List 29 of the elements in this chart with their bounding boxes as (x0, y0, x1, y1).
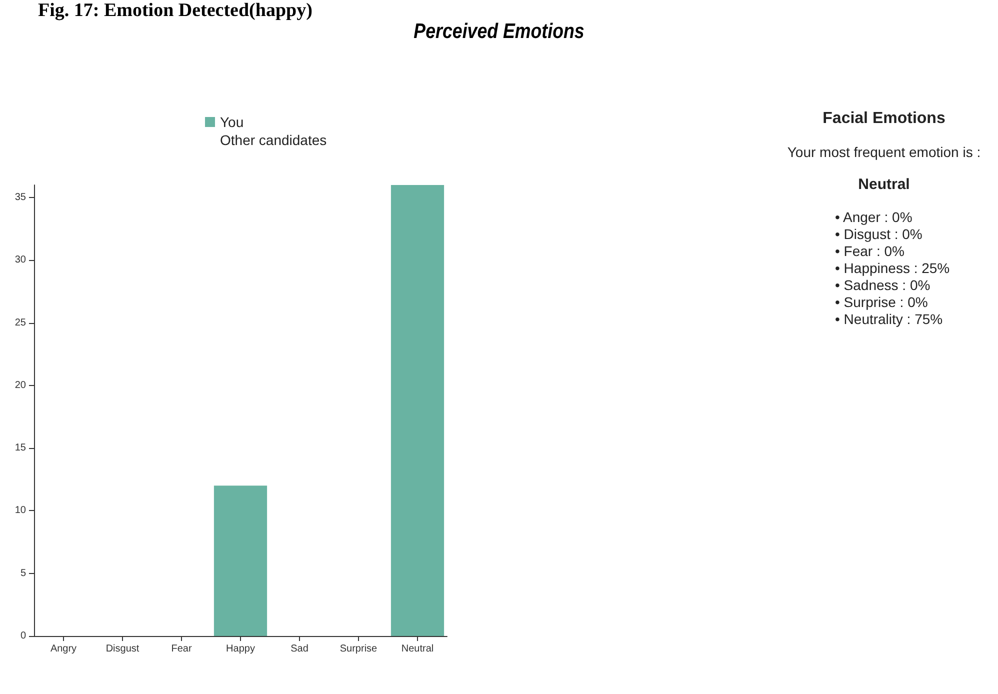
text: • Surprise : 0% (835, 294, 929, 311)
x-tick-label: Angry (50, 644, 77, 654)
x-tick-label: Surprise (340, 644, 378, 654)
x-tick-label: Fear (171, 644, 192, 654)
x-tick-label: Neutral (401, 644, 434, 654)
y-tick-label: 20 (14, 380, 26, 391)
y-tick-label: 25 (14, 317, 26, 328)
text: Perceived Emotions (412, 20, 586, 44)
y-tick-label: 30 (14, 254, 26, 266)
y-tick-label: 35 (14, 192, 26, 204)
text: Other candidates (220, 132, 327, 148)
text: • Disgust : 0% (835, 226, 924, 243)
text: • Anger : 0% (835, 209, 914, 226)
text: Neutral (857, 176, 911, 193)
text: • Fear : 0% (835, 243, 906, 260)
legend-label: You (220, 114, 244, 130)
x-tick-label: Sad (290, 644, 308, 654)
text: • Happiness : 25% (835, 260, 951, 277)
x-tick-label: Disgust (106, 644, 140, 654)
caption: Fig. 17: Emotion Detected(happy) (38, 0, 312, 22)
text: Facial Emotions (822, 110, 946, 128)
text: • Neutrality : 75% (835, 311, 944, 328)
text: • Sadness : 0% (835, 277, 932, 294)
text: Your most frequent emotion is : (786, 144, 982, 160)
x-tick-label: Happy (226, 644, 255, 654)
y-tick-label: 5 (20, 568, 26, 579)
y-tick-label: 15 (14, 442, 26, 454)
y-tick-label: 0 (20, 630, 26, 642)
y-tick-label: 10 (14, 505, 26, 516)
